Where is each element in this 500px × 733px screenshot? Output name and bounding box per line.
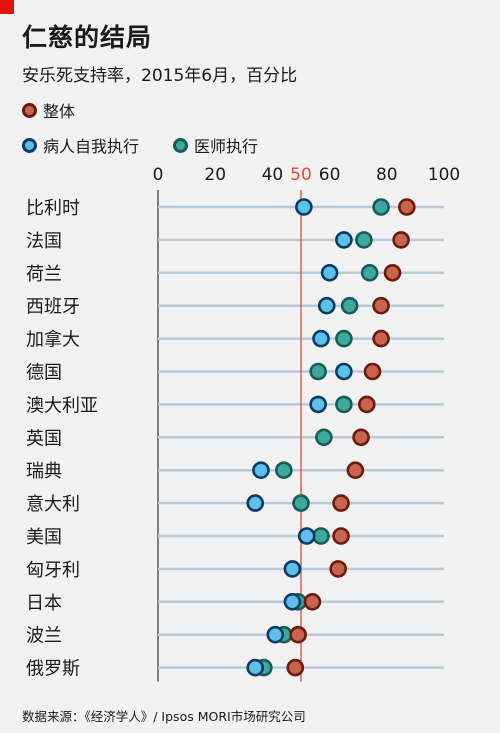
dot-patient-13 — [266, 625, 285, 644]
x-tick-label-80: 80 — [376, 165, 398, 185]
x-tick-label-60: 60 — [319, 165, 341, 185]
category-label: 德国 — [26, 363, 62, 384]
legend-dot-patient — [22, 137, 37, 153]
x-tick-label-20: 20 — [204, 165, 226, 185]
dot-overall-13 — [289, 625, 307, 644]
dot-overall-2 — [383, 263, 402, 282]
dot-overall-8 — [346, 461, 365, 480]
dot-doctor-1 — [355, 231, 373, 249]
category-label: 西班牙 — [26, 297, 80, 318]
category-label: 比利时 — [26, 198, 80, 219]
category-label: 俄罗斯 — [26, 659, 80, 680]
legend-label-doctor: 医师执行 — [194, 137, 259, 156]
dot-patient-3 — [317, 296, 336, 315]
dot-overall-11 — [329, 560, 347, 578]
dot-doctor-5 — [309, 362, 327, 381]
dot-overall-3 — [372, 296, 390, 315]
dot-doctor-3 — [340, 296, 359, 315]
legend-dot-overall — [22, 102, 37, 118]
dot-overall-0 — [398, 198, 416, 216]
dot-overall-12 — [303, 592, 322, 611]
chart-subtitle: 安乐死支持率，2015年6月，百分比 — [22, 66, 298, 86]
category-label: 匈牙利 — [26, 560, 80, 581]
x-tick-label-100: 100 — [428, 165, 460, 185]
dot-doctor-10 — [312, 527, 330, 545]
dot-overall-7 — [352, 428, 370, 447]
x-tick-label-0: 0 — [153, 165, 164, 185]
legend-item-doctor: 医师执行 — [173, 133, 258, 157]
dot-patient-6 — [309, 395, 327, 414]
dot-doctor-4 — [335, 329, 353, 348]
dot-overall-1 — [392, 231, 410, 249]
legend-label-patient: 病人自我执行 — [43, 137, 140, 156]
legend-item-patient: 病人自我执行 — [22, 133, 139, 157]
legend-label-overall: 整体 — [43, 102, 76, 121]
legend-dot-doctor — [173, 137, 189, 153]
chart-title: 仁慈的结局 — [22, 23, 153, 52]
dot-overall-10 — [332, 527, 350, 545]
dot-patient-11 — [283, 560, 302, 578]
legend-row-1: 整体 — [22, 98, 109, 122]
dot-doctor-7 — [315, 428, 333, 447]
x-tick-label-50: 50 — [290, 165, 312, 185]
dot-patient-0 — [295, 198, 313, 216]
dot-overall-9 — [332, 494, 350, 512]
category-label: 美国 — [26, 527, 62, 548]
category-label: 加拿大 — [26, 329, 80, 351]
dot-patient-10 — [297, 527, 316, 545]
category-label: 法国 — [26, 231, 62, 252]
dot-patient-12 — [283, 592, 302, 611]
category-label: 日本 — [26, 593, 62, 614]
dot-patient-1 — [335, 231, 353, 249]
dot-doctor-0 — [372, 198, 390, 216]
category-label: 英国 — [26, 428, 62, 449]
dot-patient-14 — [246, 658, 265, 677]
category-label: 荷兰 — [26, 264, 62, 285]
dot-overall-14 — [286, 658, 305, 677]
dot-doctor-2 — [360, 263, 379, 282]
dot-doctor-8 — [275, 461, 293, 480]
dot-overall-5 — [363, 362, 382, 381]
dot-overall-4 — [372, 329, 390, 348]
dot-patient-5 — [335, 362, 353, 381]
brand-red-tag — [0, 0, 14, 14]
dot-patient-4 — [312, 329, 330, 348]
category-label: 波兰 — [26, 626, 62, 647]
source-note: 数据来源：《经济学人》/ Ipsos MORI市场研究公司 — [22, 709, 306, 724]
legend-row-2: 病人自我执行 医师执行 — [22, 133, 292, 157]
dot-doctor-6 — [335, 395, 353, 414]
dot-patient-8 — [252, 461, 270, 480]
dot-patient-9 — [246, 494, 265, 512]
category-label: 澳大利亚 — [26, 395, 98, 416]
category-label: 意大利 — [26, 494, 80, 515]
dot-patient-2 — [320, 263, 339, 282]
legend-item-overall: 整体 — [22, 98, 75, 122]
x-tick-label-40: 40 — [262, 165, 284, 185]
dot-overall-6 — [357, 395, 376, 414]
dot-doctor-9 — [292, 494, 310, 512]
category-label: 瑞典 — [26, 461, 62, 482]
